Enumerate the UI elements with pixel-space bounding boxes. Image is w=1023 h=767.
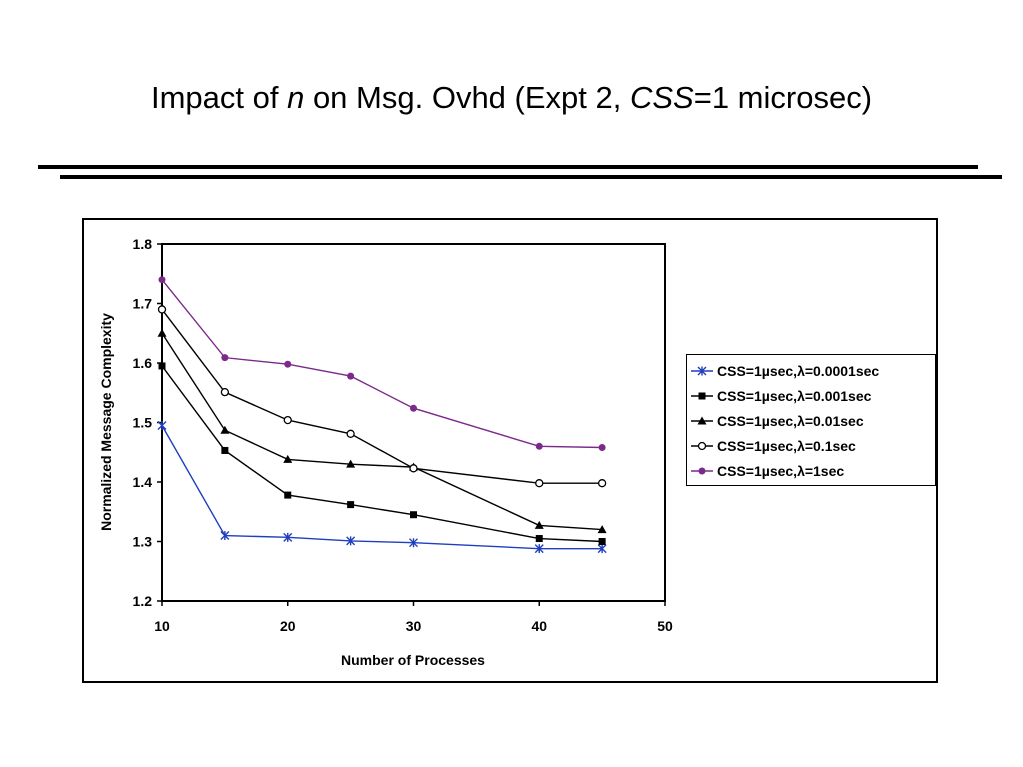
data-point	[158, 362, 166, 370]
data-point	[221, 446, 229, 454]
x-tick-label: 20	[280, 618, 296, 634]
data-point	[347, 372, 355, 380]
title-part-1: Impact of	[150, 80, 288, 115]
data-point	[157, 420, 167, 430]
data-point	[283, 415, 292, 425]
series-2	[157, 328, 607, 534]
data-point	[157, 328, 167, 337]
data-point	[535, 535, 543, 543]
data-point	[158, 276, 166, 284]
data-point	[283, 532, 293, 542]
title-part-2: on Msg. Ovhd (Expt 2,	[304, 80, 630, 115]
x-tick-label: 40	[531, 618, 547, 634]
y-tick-label: 1.2	[133, 593, 153, 609]
x-tick-label: 10	[154, 618, 170, 634]
legend-label: CSS=1µsec,λ=0.1sec	[717, 438, 856, 454]
y-tick-label: 1.5	[133, 415, 153, 431]
data-point	[410, 511, 417, 519]
data-point	[534, 520, 544, 529]
legend-label: CSS=1µsec,λ=0.01sec	[717, 413, 864, 429]
legend-marker	[698, 467, 706, 475]
chart-legend: CSS=1µsec,λ=0.0001sec CSS=1µsec,λ=0.001se…	[686, 354, 936, 486]
plot-area	[161, 243, 666, 602]
data-point	[157, 305, 167, 314]
legend-label: CSS=1µsec,λ=0.001sec	[717, 388, 872, 404]
data-point	[283, 454, 293, 463]
y-tick-label: 1.8	[133, 236, 153, 252]
data-point	[597, 525, 607, 534]
data-point	[221, 354, 229, 362]
data-point	[284, 491, 292, 499]
y-tick-label: 1.6	[133, 355, 153, 371]
data-point	[409, 464, 418, 473]
y-tick-label: 1.3	[133, 534, 153, 550]
x-tick-label: 50	[657, 618, 673, 634]
chart-frame: 1.2 1.3 1.4 1.5 1.6 1.7 1.8 10 20 30 40 50 Number …	[82, 218, 938, 683]
legend-marker	[697, 366, 707, 376]
title-italic-css: CSS	[629, 80, 694, 115]
legend-swatch	[691, 441, 713, 451]
series-4	[158, 276, 606, 451]
series-3	[157, 305, 607, 488]
legend-label: CSS=1µsec,λ=1sec	[717, 463, 845, 479]
series-0	[157, 420, 607, 554]
legend-item: CSS=1µsec,λ=0.001sec	[687, 385, 935, 407]
legend-label: CSS=1µsec,λ=0.0001sec	[717, 363, 880, 379]
data-point	[347, 501, 355, 509]
legend-item: CSS=1µsec,λ=0.01sec	[687, 410, 935, 432]
legend-item: CSS=1µsec,λ=1sec	[687, 460, 935, 482]
legend-swatch	[691, 392, 713, 400]
legend-item: CSS=1µsec,λ=0.1sec	[687, 435, 935, 457]
title-italic-n: n	[287, 80, 305, 115]
slide-title: Impact of n on Msg. Ovhd (Expt 2, CSS=1 …	[0, 80, 1023, 116]
legend-swatch	[691, 366, 713, 376]
data-point	[346, 536, 356, 546]
data-point	[535, 442, 543, 450]
legend-marker	[697, 441, 707, 451]
y-tick-label: 1.7	[133, 296, 153, 312]
data-point	[409, 538, 418, 548]
y-axis-label: Normalized Message Complexity	[98, 313, 114, 531]
data-point	[346, 429, 355, 438]
legend-marker	[697, 416, 707, 425]
data-point	[220, 425, 230, 434]
series-1	[158, 362, 606, 545]
line-chart: 1.2 1.3 1.4 1.5 1.6 1.7 1.8 10 20 30 40 50 Number …	[98, 236, 673, 668]
y-axis: 1.2 1.3 1.4 1.5 1.6 1.7 1.8	[133, 236, 162, 609]
data-point	[410, 404, 417, 412]
title-divider-upper	[38, 165, 978, 169]
legend-marker	[698, 392, 706, 400]
data-point	[598, 538, 606, 545]
data-point	[597, 479, 607, 488]
data-point	[534, 544, 544, 554]
x-axis: 10 20 30 40 50	[154, 601, 673, 634]
x-tick-label: 30	[406, 618, 422, 634]
data-point	[598, 443, 606, 451]
data-point	[597, 544, 607, 554]
legend-swatch	[691, 416, 713, 425]
data-point	[346, 459, 356, 468]
title-divider-lower	[60, 175, 1002, 179]
data-point	[284, 360, 292, 368]
legend-item: CSS=1µsec,λ=0.0001sec	[687, 360, 935, 382]
series-layer	[157, 276, 607, 554]
legend-swatch	[691, 467, 713, 475]
y-tick-label: 1.4	[133, 474, 153, 490]
data-point	[535, 479, 544, 488]
x-axis-label: Number of Processes	[341, 652, 485, 668]
title-part-3: =1 microsec)	[693, 80, 873, 115]
data-point	[220, 531, 230, 541]
data-point	[220, 388, 230, 397]
